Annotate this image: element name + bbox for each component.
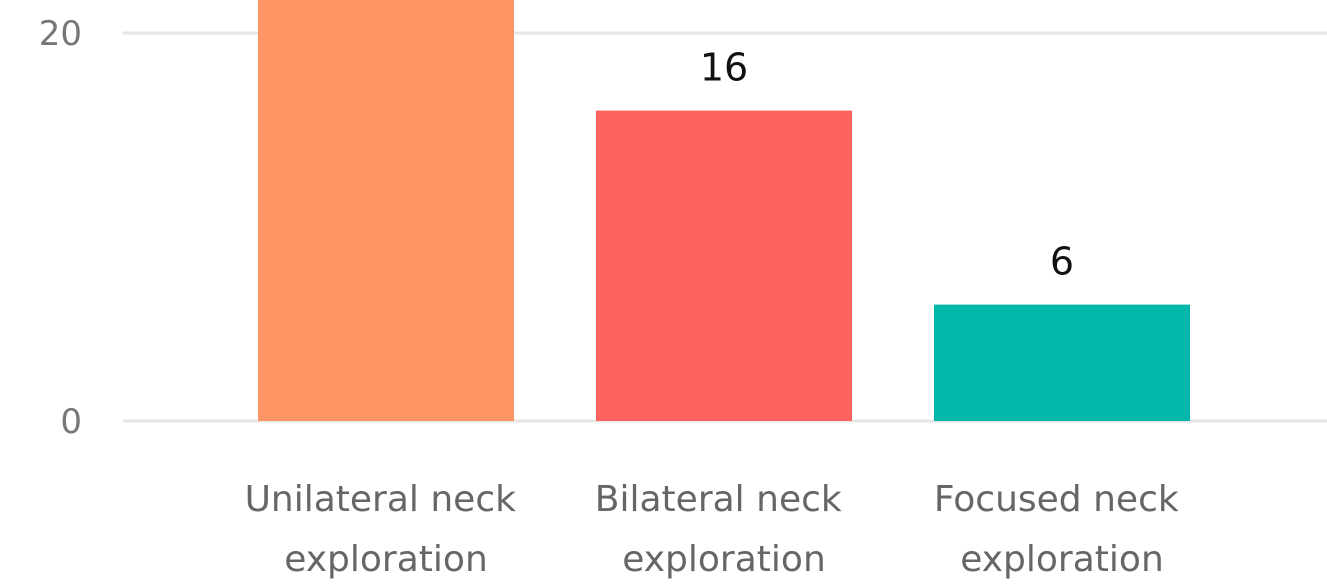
x-tick-label: Focused neck exploration bbox=[934, 479, 1190, 580]
y-tick-label: 20 bbox=[39, 14, 82, 54]
plot-area bbox=[258, 0, 1190, 422]
bar bbox=[596, 110, 852, 421]
data-label: 16 bbox=[700, 46, 748, 90]
x-tick-label: Unilateral neck exploration bbox=[245, 479, 528, 580]
data-label: 6 bbox=[1050, 240, 1074, 284]
x-tick-label: Bilateral neck exploration bbox=[595, 479, 853, 580]
bar bbox=[258, 0, 514, 422]
bar bbox=[934, 304, 1190, 421]
y-tick-label: 0 bbox=[60, 402, 82, 442]
